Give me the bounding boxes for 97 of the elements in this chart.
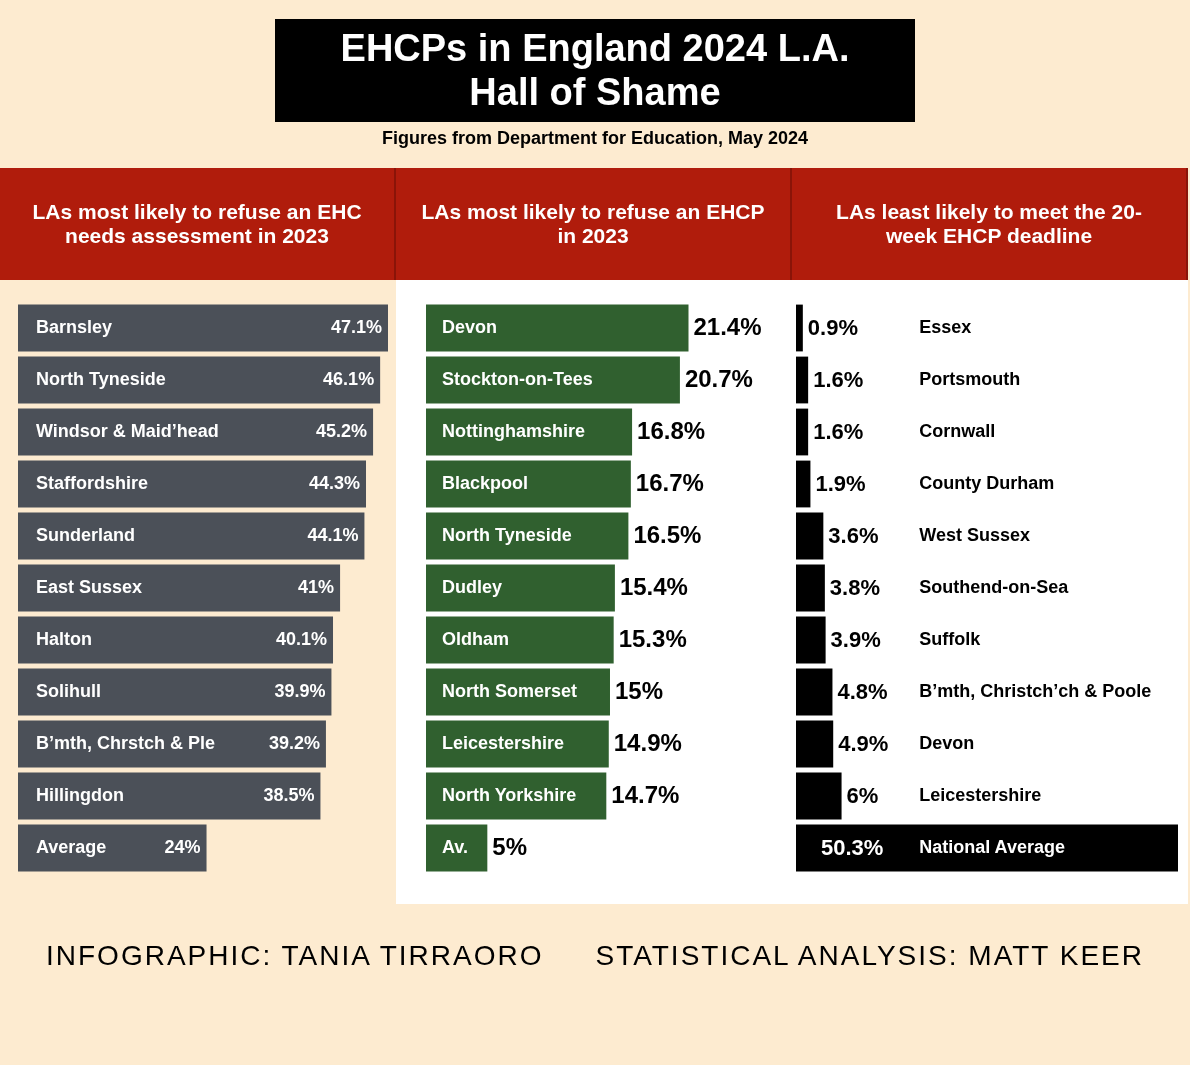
y-tick-label: Cornwall — [919, 421, 996, 441]
y-tick-label: National Average — [919, 837, 1065, 857]
data-label: 15.3% — [618, 625, 687, 652]
data-label: 4.8% — [837, 679, 888, 704]
text: STATISTICAL ANALYSIS: MATT KEER — [595, 940, 1144, 972]
chart-title: LAs most likely to refuse an EHC needs assessment in 2023 — [0, 168, 396, 280]
data-label: 3.9% — [830, 627, 881, 652]
y-tick-label: North Tyneside — [36, 369, 166, 389]
bar — [18, 772, 321, 820]
bar — [796, 304, 803, 352]
bar — [18, 564, 341, 612]
bar — [18, 512, 365, 560]
data-label: 21.4% — [693, 313, 762, 340]
data-label: 1.9% — [815, 471, 866, 496]
y-tick-label: Dudley — [442, 577, 503, 597]
data-label: 41% — [298, 577, 335, 597]
y-tick-label: Devon — [442, 317, 498, 337]
chart-title: LAs most likely to refuse an EHCP in 2023 — [396, 168, 792, 280]
y-tick-label: Solihull — [36, 681, 101, 701]
bar — [426, 304, 689, 352]
y-tick-label: Portsmouth — [919, 369, 1021, 389]
data-label: 20.7% — [684, 365, 753, 392]
y-tick-label: B’mth, Christch’ch & Poole — [919, 681, 1152, 701]
data-label: 46.1% — [323, 369, 375, 389]
data-label: 0.9% — [807, 315, 858, 340]
data-label: 3.8% — [829, 575, 881, 600]
data-label: 16.5% — [633, 521, 702, 548]
bar — [796, 512, 824, 560]
bar — [796, 408, 809, 456]
data-label: 24% — [164, 837, 201, 857]
y-tick-label: Average — [36, 837, 107, 857]
data-label: 50.3% — [821, 835, 884, 860]
bar — [796, 668, 833, 716]
y-tick-label: Av. — [442, 837, 469, 857]
data-label: 15.4% — [619, 573, 688, 600]
bar — [426, 460, 631, 508]
y-tick-label: County Durham — [919, 473, 1055, 493]
y-tick-label: Hillingdon — [36, 785, 124, 805]
text: EHCPs in England 2024 L.A. Hall of Shame — [275, 18, 915, 123]
bar — [18, 304, 388, 352]
y-tick-label: Devon — [919, 733, 975, 753]
data-label: 1.6% — [813, 367, 864, 392]
text: INFOGRAPHIC: TANIA TIRRAORO — [46, 940, 544, 972]
data-label: 39.2% — [268, 733, 320, 753]
y-tick-label: Stockton-on-Tees — [442, 369, 593, 389]
y-tick-label: Halton — [36, 629, 92, 649]
y-tick-label: Suffolk — [919, 629, 982, 649]
bar — [796, 564, 825, 612]
bar — [18, 356, 381, 404]
chart-title: LAs least likely to meet the 20-week EHCP deadline — [792, 168, 1188, 280]
data-label: 14.9% — [613, 729, 682, 756]
bar — [426, 564, 615, 612]
y-tick-label: North Somerset — [442, 681, 578, 701]
bar — [18, 616, 334, 664]
data-label: 44.1% — [307, 525, 359, 545]
data-label: 39.9% — [274, 681, 326, 701]
bar — [796, 356, 809, 404]
bar — [796, 460, 811, 508]
bar — [18, 460, 366, 508]
data-label: 16.8% — [637, 417, 706, 444]
data-label: 3.6% — [828, 523, 879, 548]
y-tick-label: North Tyneside — [442, 525, 572, 545]
y-tick-label: Southend-on-Sea — [919, 577, 1070, 597]
y-tick-label: North Yorkshire — [442, 785, 577, 805]
data-label: 44.3% — [308, 473, 360, 493]
bar — [426, 616, 614, 664]
data-label: 6% — [846, 783, 879, 808]
bar — [18, 668, 332, 716]
y-tick-label: Barnsley — [36, 317, 113, 337]
bar — [796, 616, 826, 664]
y-tick-label: Oldham — [442, 629, 510, 649]
data-label: 4.9% — [838, 731, 889, 756]
y-tick-label: B’mth, Chrstch & Ple — [36, 733, 216, 753]
y-tick-label: Leicestershire — [442, 733, 565, 753]
text: Figures from Department for Education, May 2024 — [381, 128, 809, 150]
y-tick-label: Staffordshire — [36, 473, 149, 493]
data-label: 15% — [615, 677, 664, 704]
y-tick-label: Essex — [919, 317, 972, 337]
y-tick-label: Blackpool — [442, 473, 529, 493]
y-tick-label: West Sussex — [919, 525, 1030, 545]
data-label: 45.2% — [316, 421, 368, 441]
data-label: 40.1% — [275, 629, 328, 649]
y-tick-label: Sunderland — [36, 525, 136, 545]
bar — [796, 772, 842, 820]
data-label: 16.7% — [635, 469, 704, 496]
y-tick-label: East Sussex — [36, 577, 143, 597]
data-label: 47.1% — [330, 317, 382, 337]
data-label: 38.5% — [263, 785, 315, 805]
bar — [426, 824, 488, 872]
data-label: 1.6% — [813, 419, 864, 444]
y-tick-label: Leicestershire — [919, 785, 1042, 805]
bar — [426, 356, 680, 404]
y-tick-label: Windsor & Maid’head — [36, 421, 219, 441]
y-tick-label: Nottinghamshire — [442, 421, 586, 441]
bar — [796, 720, 834, 768]
data-label: 5% — [492, 833, 528, 860]
data-label: 14.7% — [611, 781, 680, 808]
